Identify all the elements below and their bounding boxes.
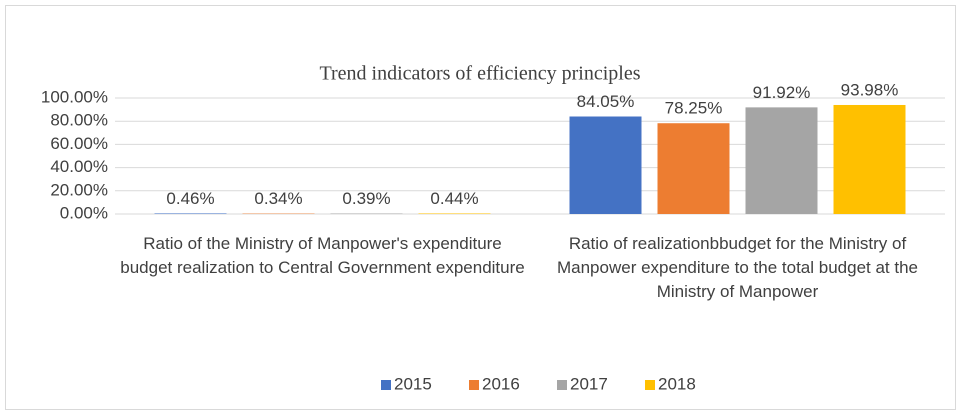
bar — [833, 104, 906, 214]
data-label: 0.44% — [430, 189, 478, 208]
y-tick-label: 20.00% — [50, 180, 108, 199]
data-label: 0.46% — [166, 189, 214, 208]
bar — [154, 213, 227, 214]
x-tick-label: Ratio of the Ministry of Manpower's expe… — [120, 234, 525, 277]
legend-swatch — [645, 380, 655, 390]
legend-label: 2018 — [658, 374, 696, 393]
legend-label: 2017 — [570, 374, 608, 393]
category-label-box: Ratio of the Ministry of Manpower's expe… — [120, 234, 525, 277]
bar — [745, 107, 818, 214]
data-label: 93.98% — [841, 80, 899, 99]
y-tick-label: 40.00% — [50, 157, 108, 176]
bar — [569, 116, 642, 214]
y-tick-label: 80.00% — [50, 111, 108, 130]
chart-title: Trend indicators of efficiency principle… — [319, 63, 640, 85]
y-tick-label: 100.00% — [41, 87, 108, 106]
legend-swatch — [381, 380, 391, 390]
legend-label: 2016 — [482, 374, 520, 393]
category-label-box: Ratio of realizationbbudget for the Mini… — [556, 234, 919, 301]
legend-label: 2015 — [394, 374, 432, 393]
bar — [418, 213, 491, 214]
y-tick-label: 0.00% — [60, 203, 108, 222]
data-label: 0.34% — [254, 189, 302, 208]
legend-swatch — [557, 380, 567, 390]
data-label: 91.92% — [753, 83, 811, 102]
legend-swatch — [469, 380, 479, 390]
data-label: 78.25% — [665, 99, 723, 118]
data-label: 0.39% — [342, 189, 390, 208]
x-tick-label: Ratio of realizationbbudget for the Mini… — [556, 234, 919, 301]
bar — [657, 123, 730, 214]
y-tick-label: 60.00% — [50, 134, 108, 153]
data-label: 84.05% — [577, 92, 635, 111]
